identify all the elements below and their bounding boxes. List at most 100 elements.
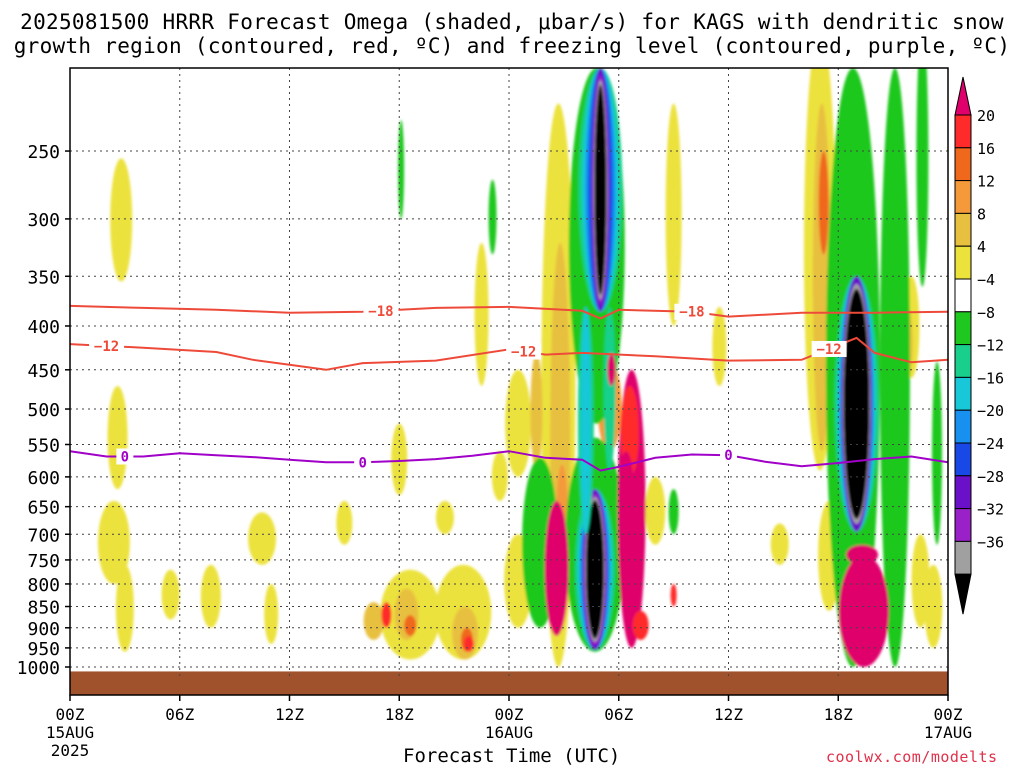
omega-shading-cell [879, 68, 910, 667]
colorbar-band [954, 245, 972, 280]
colorbar-band [954, 376, 972, 411]
colorbar-label: −8 [977, 304, 995, 322]
omega-shading-cell [264, 583, 279, 644]
omega-shading-cell [363, 602, 384, 640]
y-tick-label: 750 [27, 551, 60, 572]
omega-shading-cell [404, 615, 417, 636]
omega-shading-cell [488, 179, 497, 255]
x-tick-label: 00Z [934, 705, 963, 724]
y-tick-label: 1000 [17, 658, 60, 679]
y-tick-label: 350 [27, 267, 60, 288]
contour-label-bg [363, 302, 399, 319]
contour-label-bg [89, 337, 125, 354]
omega-shading-cell [924, 564, 943, 648]
omega-shading-cell [463, 635, 474, 652]
omega-shading-cell [115, 564, 134, 652]
credit-link[interactable]: coolwx.com/modelts [826, 748, 998, 766]
colorbar-label: 16 [977, 140, 995, 158]
colorbar-band [954, 442, 972, 477]
x-tick-label: 00Z [495, 705, 524, 724]
omega-shading-cell [818, 151, 829, 255]
contour-line--18 [70, 304, 948, 320]
y-tick-label: 450 [27, 361, 60, 382]
x-tick-date: 17AUG [924, 723, 972, 742]
contour-label: 0 [358, 455, 366, 471]
omega-shading-cell [200, 564, 221, 628]
omega-shading-cell [670, 583, 677, 607]
colorbar-band [954, 508, 972, 542]
omega-shading-cell [474, 242, 489, 386]
omega-shading-cell [161, 569, 180, 620]
omega-shading-cell [381, 602, 392, 628]
colorbar-band [954, 212, 972, 247]
x-tick-label: 12Z [275, 705, 304, 724]
omega-core-lower [585, 500, 604, 639]
y-tick-label: 900 [27, 619, 60, 640]
omega-shading-cell [530, 352, 543, 471]
omega-shading-cell [838, 554, 889, 667]
contour-label: 0 [724, 448, 732, 464]
colorbar-label: −4 [977, 271, 995, 289]
contour-label: −18 [368, 304, 393, 320]
x-tick-label: 12Z [714, 705, 743, 724]
omega-shading-cell [665, 103, 682, 326]
colorbar-arrow-top [954, 76, 972, 116]
contour-line-0 [70, 450, 948, 472]
omega-shading-cell [916, 68, 929, 287]
x-tick-label: 18Z [385, 705, 414, 724]
omega-shading-cell [712, 306, 727, 386]
omega-core-mid [603, 306, 616, 471]
colorbar-label: 4 [977, 238, 986, 256]
omega-shading-cell [544, 500, 569, 636]
colorbar-band [954, 475, 972, 510]
y-tick-label: 700 [27, 525, 60, 546]
colorbar-band [954, 180, 972, 214]
omega-shading-cell [668, 489, 679, 535]
contour-label-bg [674, 303, 710, 320]
y-tick-label: 650 [27, 498, 60, 519]
contour-label-bg [720, 447, 737, 464]
omega-shading-cell [97, 500, 130, 584]
colorbar-band [954, 540, 972, 575]
chart-title-line-2: growth region (contoured, red, ºC) and f… [13, 34, 1011, 58]
omega-shading-cell [770, 523, 789, 565]
omega-shading-cell [645, 476, 666, 545]
contour-label: −12 [816, 342, 841, 358]
contour-label: −12 [94, 339, 119, 355]
y-tick-label: 600 [27, 468, 60, 489]
colorbar-band [954, 344, 972, 378]
colorbar-label: −28 [977, 468, 1004, 486]
x-tick-date: 15AUG [46, 723, 94, 742]
omega-shading-cell [932, 361, 943, 545]
terrain-ground [70, 671, 948, 695]
colorbar-band [954, 311, 972, 346]
omega-shading-cell [248, 512, 277, 565]
omega-shading-cell [632, 610, 649, 640]
colorbar-label: 12 [977, 173, 995, 191]
colorbar-label: −12 [977, 337, 1004, 355]
omega-shading-cell [505, 369, 532, 477]
omega-shading-cell [336, 500, 353, 545]
y-tick-label: 550 [27, 435, 60, 456]
contour-label-bg [354, 454, 372, 471]
x-tick-label: 06Z [604, 705, 633, 724]
colorbar-label: 8 [977, 205, 986, 223]
x-tick-label: 00Z [56, 705, 85, 724]
colorbar-label: −24 [977, 435, 1004, 453]
colorbar-band [954, 278, 972, 313]
omega-core-upper [594, 85, 607, 295]
y-tick-label: 950 [27, 639, 60, 660]
y-tick-label: 300 [27, 210, 60, 231]
colorbar-arrow-bottom [954, 573, 972, 615]
y-tick-label: 850 [27, 598, 60, 619]
colorbar-label: −36 [977, 533, 1004, 551]
contour-label-bg [116, 448, 134, 465]
colorbar-band [954, 147, 972, 182]
omega-core-mid [580, 306, 591, 535]
x-tick-label: 18Z [824, 705, 853, 724]
omega-shading-cell [107, 385, 128, 490]
omega-shading-cell [846, 544, 879, 565]
contour-label: −18 [679, 305, 704, 321]
contour-label-bg [811, 340, 847, 357]
chart-title-line-1: 2025081500 HRRR Forecast Omega (shaded, … [20, 10, 1004, 34]
